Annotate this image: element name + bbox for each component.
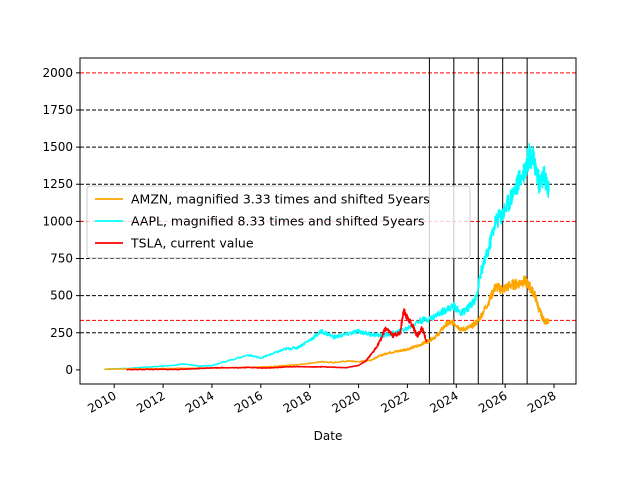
legend-box (86, 185, 471, 259)
x-tick-label-0: 2010 (85, 388, 118, 415)
legend-label-2: TSLA, current value (130, 236, 254, 251)
x-tick-label-9: 2028 (525, 388, 558, 415)
y-tick-label-3: 750 (50, 252, 73, 266)
y-tick-label-4: 1000 (42, 214, 73, 228)
y-axis: 0 250 500 750 1000 1250 1500 1750 2000 (42, 66, 80, 377)
x-tick-label-7: 2024 (427, 388, 460, 415)
y-tick-label-1: 250 (50, 326, 73, 340)
x-tick-label-4: 2018 (281, 388, 314, 415)
series-line-2 (126, 308, 428, 371)
y-tick-label-2: 500 (50, 289, 73, 303)
x-axis: 2010 2012 2014 2016 2018 2020 2022 2024 2026 2028 (85, 384, 559, 416)
x-tick-label-5: 2020 (330, 388, 363, 415)
y-tick-label-8: 2000 (42, 66, 73, 80)
x-tick-label-3: 2016 (232, 388, 265, 415)
y-tick-label-5: 1250 (42, 177, 73, 191)
x-axis-title: Date (314, 429, 343, 443)
x-tick-label-1: 2012 (134, 388, 167, 415)
y-tick-label-6: 1500 (42, 140, 73, 154)
legend-label-1: AAPL, magnified 8.33 times and shifted 5… (131, 214, 425, 229)
x-tick-label-2: 2014 (183, 388, 216, 415)
legend: AMZN, magnified 3.33 times and shifted 5… (86, 185, 471, 259)
y-tick-label-7: 1750 (42, 103, 73, 117)
series-group (104, 143, 550, 371)
legend-label-0: AMZN, magnified 3.33 times and shifted 5… (131, 192, 430, 207)
y-tick-label-0: 0 (65, 363, 73, 377)
x-tick-label-8: 2026 (476, 388, 509, 415)
x-tick-label-6: 2022 (378, 388, 411, 415)
